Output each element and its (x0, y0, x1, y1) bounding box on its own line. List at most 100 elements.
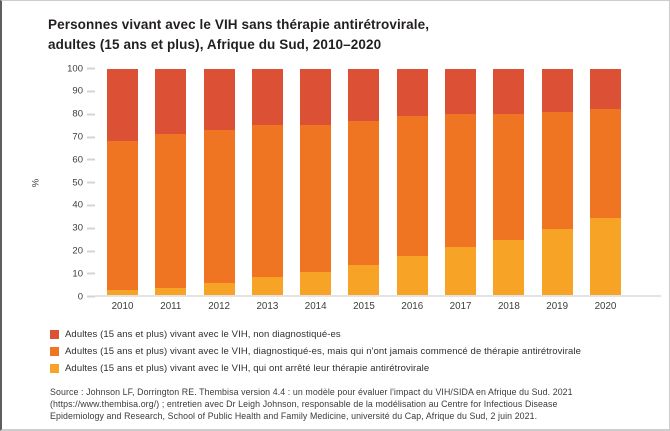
y-tick-label: 40 (72, 199, 83, 211)
y-axis-unit-label: % (30, 178, 42, 187)
y-tick-mark (87, 136, 95, 139)
legend-label: Adultes (15 ans et plus) vivant avec le … (65, 362, 430, 374)
y-tick-label: 10 (72, 268, 83, 280)
y-tick-mark (87, 67, 95, 70)
bar-segment-non-diagnostiques (155, 68, 187, 135)
y-tick-0: 0 (53, 291, 95, 302)
x-axis-labels: 2010 2011 2012 2013 2014 2015 2016 2017 2018 2019… (48, 297, 661, 312)
y-tick-mark (87, 250, 95, 253)
y-tick-50: 50 (53, 177, 95, 188)
bar-segment-arrete-tar (300, 272, 332, 295)
legend-swatch-icon (50, 329, 59, 339)
bar-segment-arrete-tar (493, 240, 525, 295)
bar-segment-arrete-tar (445, 247, 477, 295)
y-tick-mark (87, 181, 95, 184)
y-tick-label: 90 (72, 85, 83, 97)
content: Personnes vivant avec le VIH sans thérap… (2, 1, 669, 422)
x-tick-label-2017: 2017 (449, 300, 472, 312)
bar-2020 (589, 68, 621, 295)
x-tick-label-2018: 2018 (497, 300, 520, 312)
bar-2018 (493, 68, 525, 295)
legend-swatch-icon (50, 363, 59, 373)
bar-segment-non-diagnostiques (445, 68, 477, 114)
x-tick-label-2020: 2020 (594, 300, 617, 312)
bar-segment-jamais-commence-tar (348, 120, 380, 266)
y-tick-label: 70 (72, 131, 83, 143)
legend-item-non-diagnostiques: Adultes (15 ans et plus) vivant avec le … (50, 329, 661, 340)
bar-segment-arrete-tar (541, 229, 573, 295)
y-tick-label: 20 (72, 245, 83, 257)
legend-item-arrete-tar: Adultes (15 ans et plus) vivant avec le … (50, 363, 661, 374)
bar-2011 (155, 68, 187, 295)
bar-segment-jamais-commence-tar (155, 134, 187, 288)
source-line-2: (https://www.thembisa.org/) ; entretien … (50, 398, 558, 409)
bar-2016 (396, 68, 428, 295)
y-tick-label: 50 (72, 177, 83, 189)
y-tick-mark (87, 227, 95, 230)
bar-segment-arrete-tar (107, 290, 138, 295)
source-note: Source : Johnson LF, Dorrington RE. Them… (48, 386, 661, 422)
legend-label: Adultes (15 ans et plus) vivant avec le … (65, 345, 581, 357)
y-tick-mark (87, 204, 95, 207)
bar-2019 (541, 68, 573, 295)
y-tick-10: 10 (53, 268, 95, 279)
bar-segment-arrete-tar (396, 256, 428, 295)
legend-swatch-icon (50, 346, 59, 356)
y-tick-mark (87, 272, 95, 275)
bar-segment-arrete-tar (203, 283, 235, 295)
bar-segment-arrete-tar (348, 265, 380, 295)
bar-segment-jamais-commence-tar (493, 113, 525, 241)
x-tick-label-2013: 2013 (256, 300, 279, 312)
y-tick-mark (87, 90, 95, 93)
bar-segment-arrete-tar (251, 276, 283, 295)
y-tick-60: 60 (53, 154, 95, 165)
y-axis: % 100 90 80 70 60 50 40 30 20 10 0 (31, 63, 95, 302)
bar-segment-jamais-commence-tar (203, 129, 235, 284)
y-tick-label: 60 (72, 154, 83, 166)
legend-item-jamais-commence-tar: Adultes (15 ans et plus) vivant avec le … (50, 346, 661, 357)
y-tick-label: 80 (72, 108, 83, 120)
bar-2010 (107, 68, 138, 295)
y-tick-label: 0 (77, 291, 83, 303)
x-tick-label-2010: 2010 (111, 300, 134, 312)
x-tick-label-2014: 2014 (304, 300, 327, 312)
bar-segment-jamais-commence-tar (541, 111, 573, 230)
bar-2015 (348, 68, 380, 295)
bar-2013 (251, 68, 283, 295)
bar-segment-non-diagnostiques (589, 68, 621, 110)
bar-segment-non-diagnostiques (493, 68, 525, 114)
y-tick-mark (87, 113, 95, 116)
bar-segment-non-diagnostiques (203, 68, 235, 130)
bar-segment-non-diagnostiques (251, 68, 283, 126)
bar-segment-jamais-commence-tar (589, 109, 621, 218)
stacked-bar-chart: % 100 90 80 70 60 50 40 30 20 10 0 (31, 63, 661, 302)
bar-segment-arrete-tar (589, 217, 621, 295)
y-tick-label: 30 (72, 222, 83, 234)
plot-area (95, 68, 661, 297)
bar-2014 (300, 68, 332, 295)
bar-segment-jamais-commence-tar (396, 116, 428, 257)
bar-segment-non-diagnostiques (541, 68, 573, 112)
x-tick-label-2016: 2016 (401, 300, 424, 312)
y-tick-30: 30 (53, 223, 95, 234)
legend-label: Adultes (15 ans et plus) vivant avec le … (65, 328, 341, 340)
source-line-1: Source : Johnson LF, Dorrington RE. Them… (50, 386, 573, 397)
y-tick-label: 100 (67, 63, 83, 75)
y-tick-20: 20 (53, 246, 95, 257)
bar-segment-non-diagnostiques (107, 68, 138, 142)
title-line-1: Personnes vivant avec le VIH sans thérap… (48, 17, 430, 32)
bar-segment-jamais-commence-tar (251, 125, 283, 277)
bar-segment-non-diagnostiques (300, 68, 332, 126)
y-tick-mark (87, 158, 95, 161)
legend: Adultes (15 ans et plus) vivant avec le … (48, 329, 661, 374)
y-tick-40: 40 (53, 200, 95, 211)
bar-segment-jamais-commence-tar (300, 125, 332, 273)
bar-2017 (445, 68, 477, 295)
bar-2012 (203, 68, 235, 295)
x-tick-label-2012: 2012 (208, 300, 230, 312)
y-tick-80: 80 (53, 109, 95, 120)
bar-segment-jamais-commence-tar (107, 141, 138, 291)
x-tick-label-2015: 2015 (353, 300, 375, 312)
bar-segment-non-diagnostiques (348, 68, 380, 121)
